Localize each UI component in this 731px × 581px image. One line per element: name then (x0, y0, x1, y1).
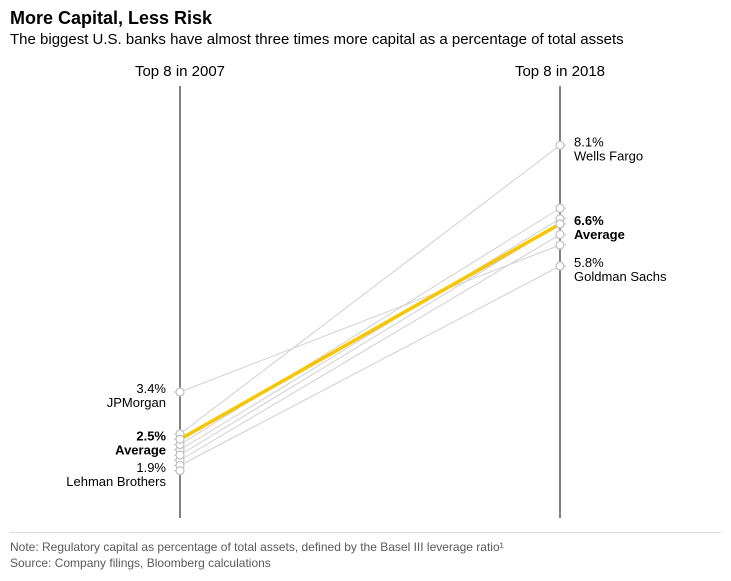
chart-title: More Capital, Less Risk (0, 0, 731, 31)
slope-chart: Top 8 in 2007 Top 8 in 2018 3.4%JPMorgan 2.… (0, 48, 731, 538)
slope-line (180, 208, 560, 444)
data-marker (176, 388, 184, 396)
chart-source: Source: Company filings, Bloomberg calcu… (10, 555, 721, 571)
point-name: Lehman Brothers (66, 474, 166, 489)
slope-line (180, 245, 560, 392)
point-name: Average (574, 227, 625, 242)
slope-line (180, 219, 560, 450)
data-marker (556, 241, 564, 249)
point-value: 3.4% (136, 381, 166, 396)
point-value: 5.8% (574, 255, 604, 270)
point-name: Average (115, 442, 166, 457)
chart-note: Note: Regulatory capital as percentage o… (10, 539, 721, 555)
right-axis-label: Top 8 in 2018 (515, 63, 605, 80)
slope-line (180, 224, 560, 455)
slope-line (180, 145, 560, 434)
data-marker (556, 204, 564, 212)
data-marker (176, 467, 184, 475)
point-value: 8.1% (574, 134, 604, 149)
slope-line (180, 266, 560, 466)
chart-footer: Note: Regulatory capital as percentage o… (10, 532, 721, 571)
point-name: Goldman Sachs (574, 269, 667, 284)
data-marker (556, 231, 564, 239)
slope-line-average (180, 224, 560, 439)
data-marker (556, 220, 564, 228)
left-axis-label: Top 8 in 2007 (135, 63, 225, 80)
point-value: 2.5% (136, 428, 166, 443)
chart-subtitle: The biggest U.S. banks have almost three… (0, 31, 731, 48)
data-marker (176, 435, 184, 443)
data-marker (556, 141, 564, 149)
point-name: JPMorgan (107, 395, 166, 410)
data-marker (176, 451, 184, 459)
point-value: 6.6% (574, 213, 604, 228)
point-value: 1.9% (136, 460, 166, 475)
data-marker (556, 262, 564, 270)
point-name: Wells Fargo (574, 148, 643, 163)
slope-line (180, 235, 560, 461)
